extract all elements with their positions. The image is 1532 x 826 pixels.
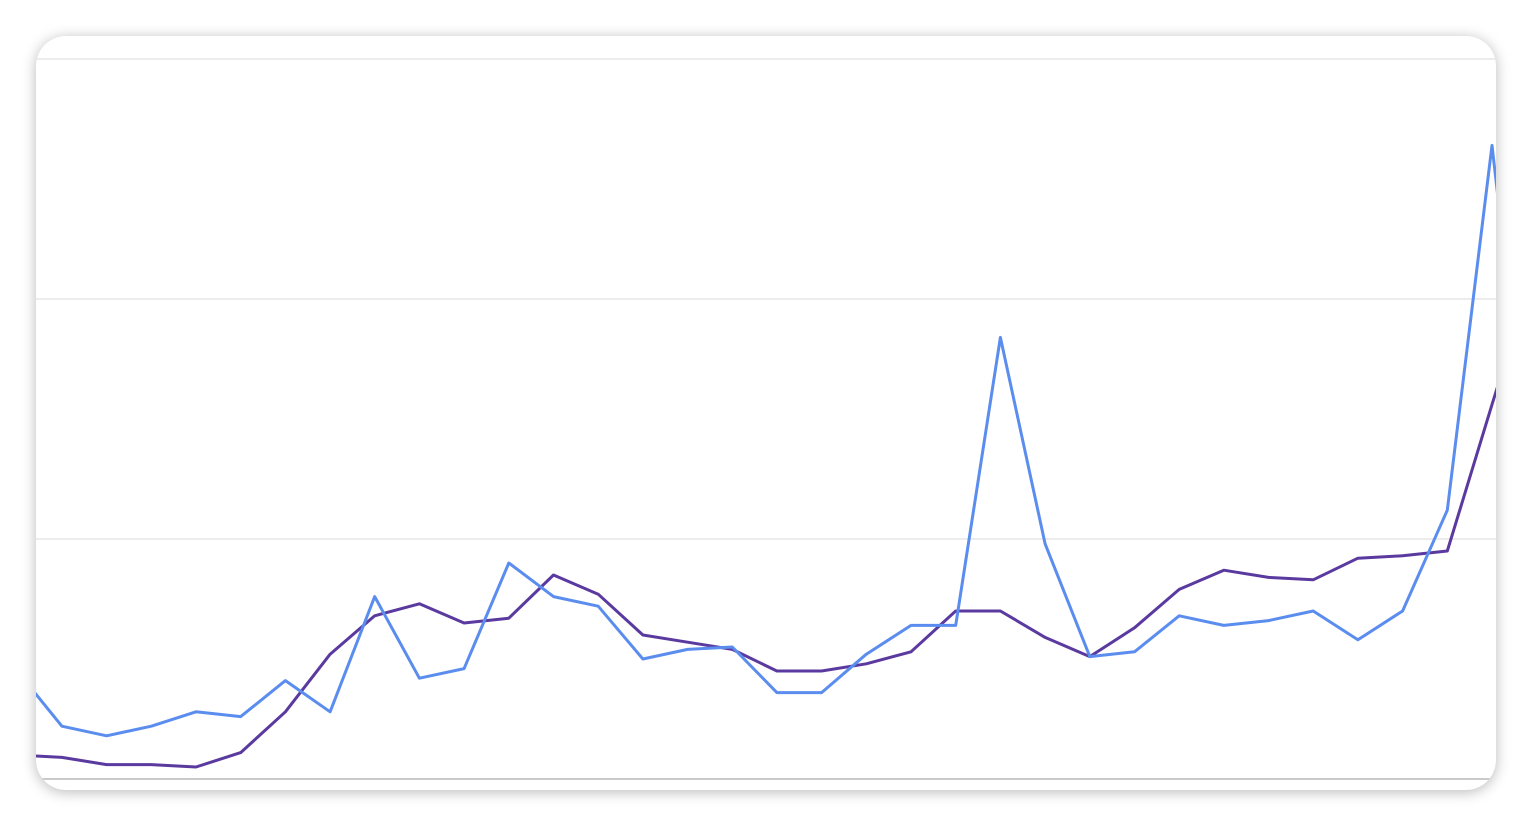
chart-card [36, 36, 1496, 790]
series-line [36, 386, 1496, 769]
chart [36, 58, 1496, 780]
series-line [36, 143, 1496, 738]
